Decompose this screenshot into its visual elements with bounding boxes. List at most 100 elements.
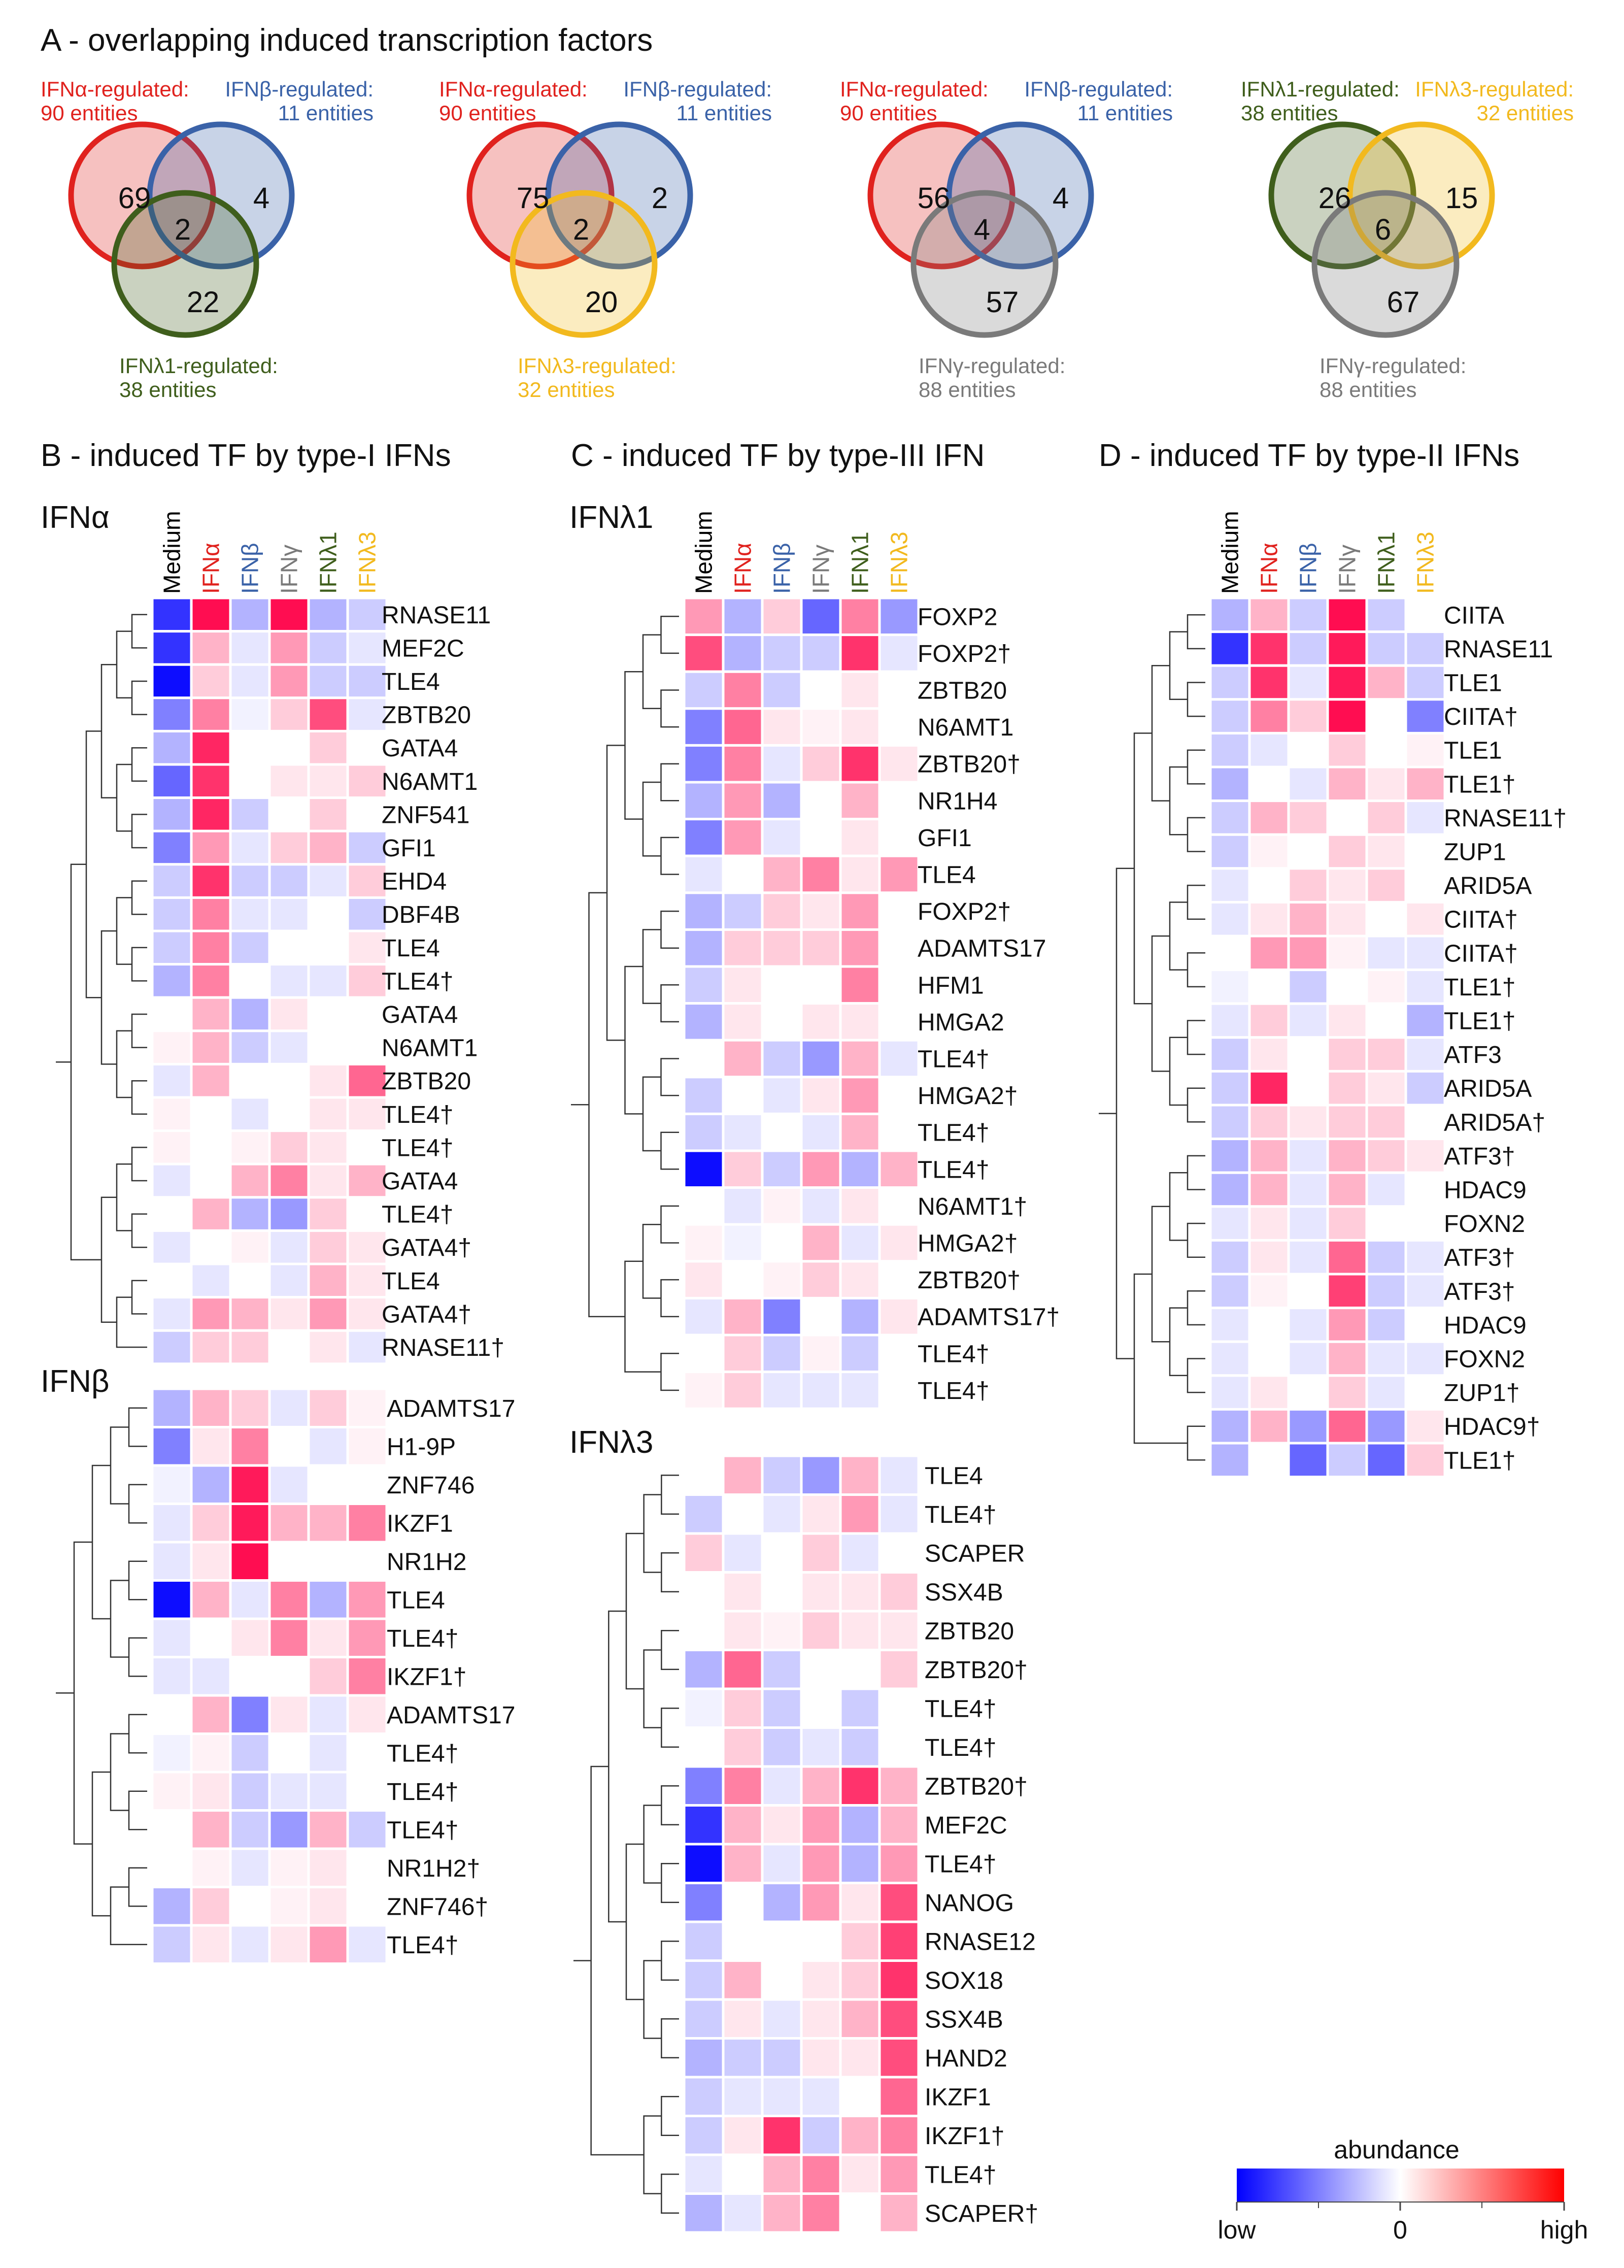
dendrogram-branch (131, 1280, 147, 1315)
heatmap-cell (683, 596, 725, 637)
heatmap-cell (800, 1843, 842, 1884)
heatmap-cell (800, 596, 842, 637)
heatmap-cell (268, 1329, 310, 1365)
venn-label-bottom: IFNλ3-regulated: (518, 354, 676, 378)
dendrogram-branch (1169, 1037, 1188, 1106)
dendrogram-branch (131, 880, 147, 915)
heatmap-cell (151, 663, 193, 699)
heatmap-cell (800, 744, 842, 784)
heatmap-row: HDAC9† (1209, 1408, 1540, 1445)
row-label: TLE4 (382, 1268, 440, 1295)
heatmap-cell (683, 2192, 725, 2234)
heatmap-cell (190, 663, 232, 699)
heatmap-cell (761, 2037, 803, 2079)
heatmap-cell (1365, 1070, 1407, 1107)
heatmap-cell (151, 1656, 193, 1697)
heatmap-cell (268, 663, 310, 699)
heatmap-row: ZNF746† (151, 1886, 488, 1927)
heatmap-cell (1209, 765, 1251, 803)
heatmap-cell (307, 1656, 349, 1697)
column-header: IFNβ (237, 543, 263, 594)
heatmap-cell (839, 1112, 881, 1152)
heatmap-row: NR1H2 (151, 1541, 466, 1582)
heatmap-row: TLE4† (151, 1732, 458, 1774)
heatmap-cell (190, 1617, 232, 1658)
dendrogram-branch (131, 747, 147, 782)
dendrogram (56, 1407, 147, 1945)
heatmap-cell (190, 996, 232, 1032)
heatmap-cell (346, 1129, 388, 1165)
row-label: FOXN2 (1444, 1346, 1525, 1373)
venn-count-top-left: 90 entities (41, 101, 138, 125)
heatmap-cell (1365, 1374, 1407, 1411)
dendrogram (1099, 614, 1205, 1461)
heatmap-cell (1248, 664, 1290, 701)
heatmap-cell (722, 1920, 764, 1962)
venn-label-top-right: IFNλ3-regulated: (1415, 77, 1574, 101)
dendrogram-branch (660, 1205, 679, 1244)
heatmap-cell (683, 2076, 725, 2117)
heatmap-cell (761, 1371, 803, 1410)
heatmap-row: ZUP1 (1209, 833, 1506, 870)
heatmap-row: MEF2C (683, 1804, 1007, 1846)
dendrogram-branch (1187, 1087, 1205, 1123)
heatmap-cell (190, 630, 232, 666)
dendrogram-branch (116, 1163, 132, 1231)
heatmap-cell (229, 829, 271, 866)
heatmap-cell (839, 633, 881, 673)
heatmap-cell (1209, 1205, 1251, 1242)
heatmap-cell (229, 1656, 271, 1697)
heatmap-cell (229, 1029, 271, 1065)
row-label: TLE1 (1444, 670, 1502, 697)
heatmap-cell (683, 744, 725, 784)
heatmap-cell (346, 1262, 388, 1299)
heatmap-cell (1404, 1104, 1446, 1141)
heatmap-cell (1209, 596, 1251, 633)
heatmap-cell (1287, 935, 1329, 972)
heatmap-cell (151, 1732, 193, 1774)
venn-label-top-left: IFNα-regulated: (41, 77, 189, 101)
heatmap-cell (878, 1223, 920, 1263)
heatmap-cell (1209, 1002, 1251, 1039)
heatmap-cell (346, 1847, 388, 1888)
heatmap-cell (346, 796, 388, 832)
heatmap-cell (346, 1062, 388, 1099)
heatmap-cell (722, 707, 764, 747)
dendrogram-branch (128, 1714, 147, 1754)
dendrogram-branch (131, 1213, 147, 1248)
heatmap-cell (151, 796, 193, 832)
venn-label-top-left: IFNλ1-regulated: (1241, 77, 1400, 101)
heatmap-row: TLE4† (151, 1809, 458, 1850)
heatmap-cell (307, 929, 349, 966)
heatmap-cell (229, 696, 271, 732)
venn-count-bottom: 88 entities (1319, 378, 1416, 402)
heatmap-cell (151, 1062, 193, 1099)
heatmap-cell (800, 1186, 842, 1226)
panel-a-title: A - overlapping induced transcription fa… (41, 23, 653, 58)
heatmap-cell (722, 1371, 764, 1410)
heatmap-cell (761, 1998, 803, 2040)
dendrogram-branch (1133, 1273, 1188, 1444)
heatmap-cell (346, 1296, 388, 1332)
heatmap-cell (229, 863, 271, 899)
heatmap-title: IFNλ3 (569, 1425, 653, 1460)
heatmap-row: GFI1 (151, 829, 436, 866)
heatmap-row: GATA4† (151, 1296, 471, 1332)
heatmap-row: N6AMT1 (151, 1029, 478, 1065)
heatmap-cell (761, 1959, 803, 2001)
heatmap-row: ZBTB20† (683, 1260, 1021, 1299)
heatmap-cell (1365, 935, 1407, 972)
heatmap-cell (878, 1959, 920, 2001)
heatmap-cell (722, 1002, 764, 1042)
heatmap-cell (722, 2192, 764, 2234)
row-label: ZBTB20 (382, 702, 471, 729)
heatmap-cell (346, 630, 388, 666)
heatmap-cell (268, 1694, 310, 1735)
heatmap-cell (229, 1387, 271, 1428)
heatmap-cell (878, 1149, 920, 1189)
dendrogram-branch (131, 680, 147, 715)
venn-n-center: 4 (974, 213, 990, 246)
heatmap-cell (307, 896, 349, 932)
venn-count-bottom: 38 entities (119, 378, 216, 402)
heatmap-cell (229, 729, 271, 766)
